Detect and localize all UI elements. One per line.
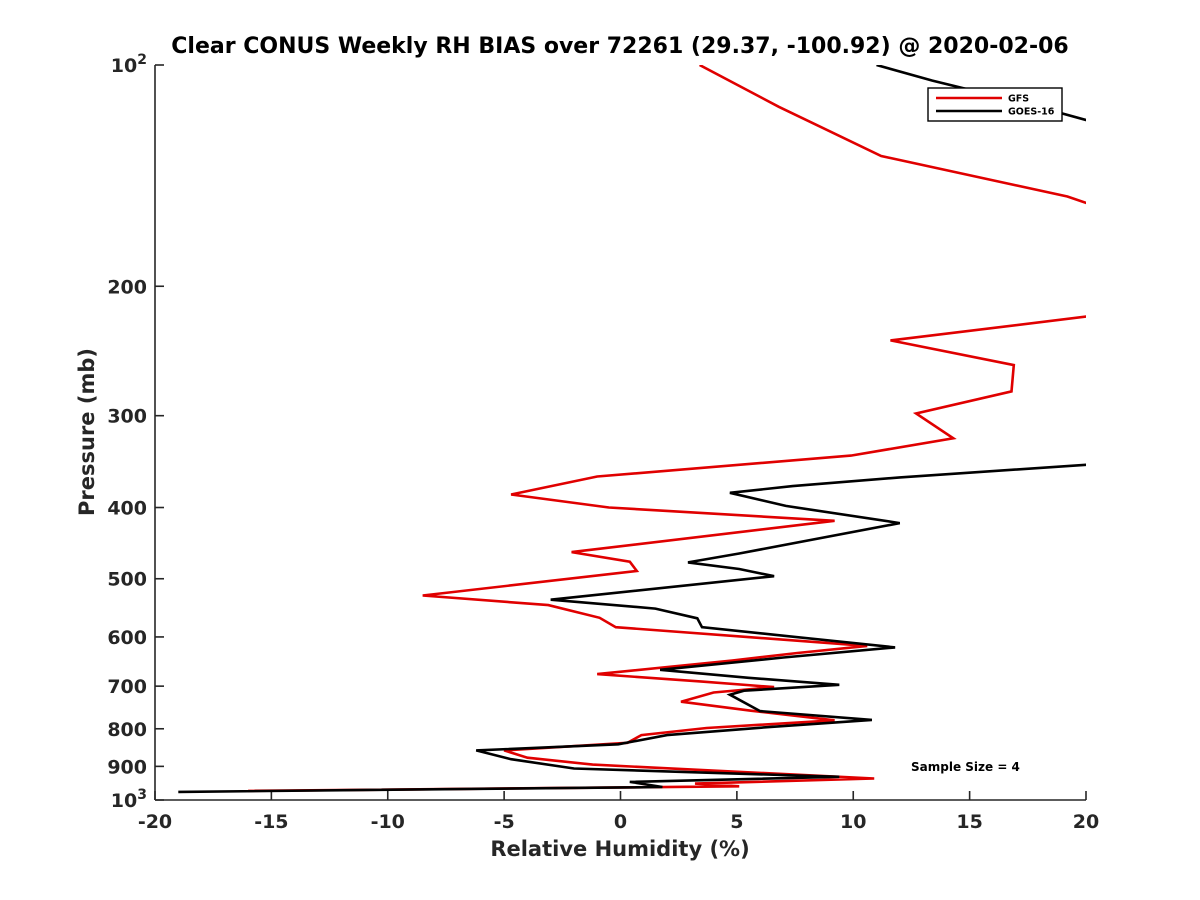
x-tick-label: 15	[956, 811, 982, 833]
sample-size-annotation: Sample Size = 4	[911, 760, 1020, 774]
x-tick-label: -5	[494, 811, 515, 833]
x-tick-label: -10	[371, 811, 405, 833]
y-tick-label: 500	[107, 569, 147, 591]
y-tick-label: 103	[111, 787, 147, 812]
y-tick-label: 200	[107, 276, 147, 298]
legend-entry-label: GOES-16	[1008, 107, 1055, 118]
x-tick-label: -20	[138, 811, 172, 833]
legend-entry-label: GFS	[1008, 94, 1029, 105]
x-tick-label: 5	[730, 811, 743, 833]
chart-title: Clear CONUS Weekly RH BIAS over 72261 (2…	[171, 34, 1068, 59]
x-tick-label: 0	[614, 811, 627, 833]
y-axis-label: Pressure (mb)	[75, 348, 99, 516]
y-tick-label: 800	[107, 719, 147, 741]
y-tick-label: 600	[107, 627, 147, 649]
x-tick-label: 20	[1073, 811, 1099, 833]
legend-box	[927, 87, 1063, 122]
x-tick-label: 10	[840, 811, 866, 833]
y-tick-label: 102	[111, 52, 147, 77]
x-tick-label: -15	[254, 811, 288, 833]
series-line-goes-16	[178, 65, 1086, 794]
series-group	[178, 65, 1086, 794]
y-tick-label: 300	[107, 406, 147, 428]
x-axis-label: Relative Humidity (%)	[490, 837, 749, 861]
y-tick-label: 400	[107, 498, 147, 520]
y-tick-label: 700	[107, 676, 147, 698]
legend: GFS GOES-16	[927, 87, 1063, 122]
y-axis: 102 200 300 400 500 600 700 800 900 103	[107, 52, 164, 812]
y-tick-label: 900	[107, 756, 147, 778]
x-axis: -20 -15 -10 -5 0 5 10 15 20	[138, 791, 1099, 833]
